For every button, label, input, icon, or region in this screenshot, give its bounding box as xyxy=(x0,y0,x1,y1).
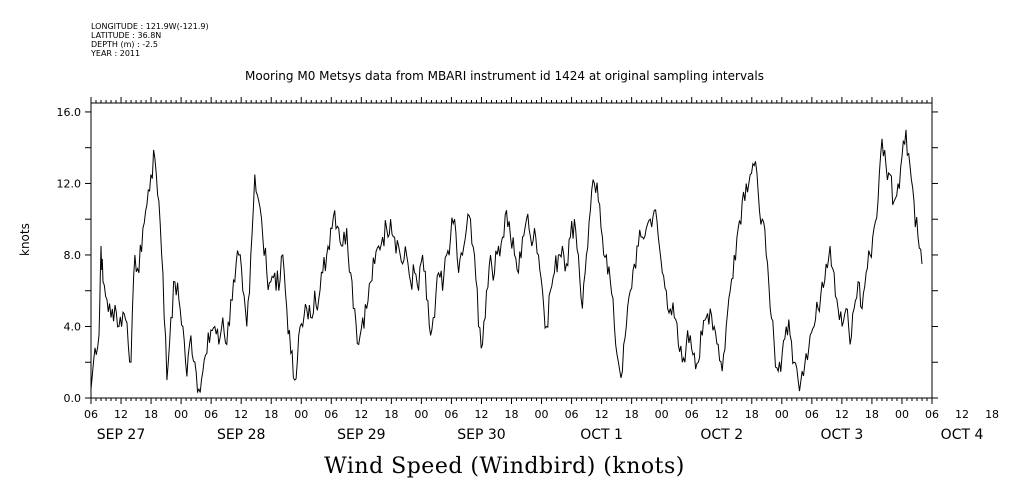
x-tick-label: 18 xyxy=(264,408,278,421)
y-tick-label: 12.0 xyxy=(57,177,82,190)
x-tick-label: 06 xyxy=(685,408,699,421)
longitude-label: LONGITUDE : 121.9W(-121.9) xyxy=(91,22,209,31)
x-tick-label: 06 xyxy=(324,408,338,421)
x-axis-label: Wind Speed (Windbird) (knots) xyxy=(324,454,685,479)
x-tick-label: 12 xyxy=(835,408,849,421)
y-tick-label: 0.0 xyxy=(64,392,82,405)
x-tick-label: 18 xyxy=(505,408,519,421)
x-tick-label: 00 xyxy=(655,408,669,421)
x-tick-label: 18 xyxy=(745,408,759,421)
x-tick-label: 00 xyxy=(174,408,188,421)
x-tick-label: 00 xyxy=(414,408,428,421)
y-tick-label: 16.0 xyxy=(57,106,82,119)
x-tick-label: 06 xyxy=(204,408,218,421)
x-tick-label: 18 xyxy=(985,408,999,421)
x-tick-label: 18 xyxy=(625,408,639,421)
x-tick-label: 12 xyxy=(595,408,609,421)
x-day-label: OCT 1 xyxy=(580,427,623,443)
y-tick-label: 8.0 xyxy=(64,249,82,262)
x-day-label: SEP 30 xyxy=(457,427,505,443)
y-tick-label: 4.0 xyxy=(64,320,82,333)
depth-label: DEPTH (m) : -2.5 xyxy=(91,40,158,49)
x-tick-label: 00 xyxy=(895,408,909,421)
x-tick-label: 00 xyxy=(535,408,549,421)
year-label: YEAR : 2011 xyxy=(91,49,141,58)
x-tick-label: 12 xyxy=(114,408,128,421)
x-tick-label: 00 xyxy=(775,408,789,421)
x-tick-label: 06 xyxy=(565,408,579,421)
latitude-label: LATITUDE : 36.8N xyxy=(91,31,162,40)
x-tick-label: 00 xyxy=(294,408,308,421)
x-tick-label: 18 xyxy=(384,408,398,421)
x-tick-label: 12 xyxy=(955,408,969,421)
x-tick-label: 12 xyxy=(354,408,368,421)
wind-speed-line xyxy=(90,129,923,394)
x-tick-label: 06 xyxy=(84,408,98,421)
x-day-label: SEP 29 xyxy=(337,427,385,443)
x-day-label: OCT 3 xyxy=(821,427,864,443)
x-day-label: OCT 2 xyxy=(700,427,743,443)
x-tick-label: 12 xyxy=(715,408,729,421)
x-tick-label: 12 xyxy=(234,408,248,421)
x-day-label: SEP 27 xyxy=(97,427,145,443)
x-day-label: OCT 4 xyxy=(941,427,984,443)
x-tick-label: 18 xyxy=(865,408,879,421)
chart-title: Mooring M0 Metsys data from MBARI instru… xyxy=(245,69,764,83)
x-tick-label: 12 xyxy=(474,408,488,421)
x-day-label: SEP 28 xyxy=(217,427,265,443)
x-tick-label: 06 xyxy=(444,408,458,421)
x-tick-label: 18 xyxy=(144,408,158,421)
x-tick-label: 06 xyxy=(925,408,939,421)
x-tick-label: 06 xyxy=(805,408,819,421)
